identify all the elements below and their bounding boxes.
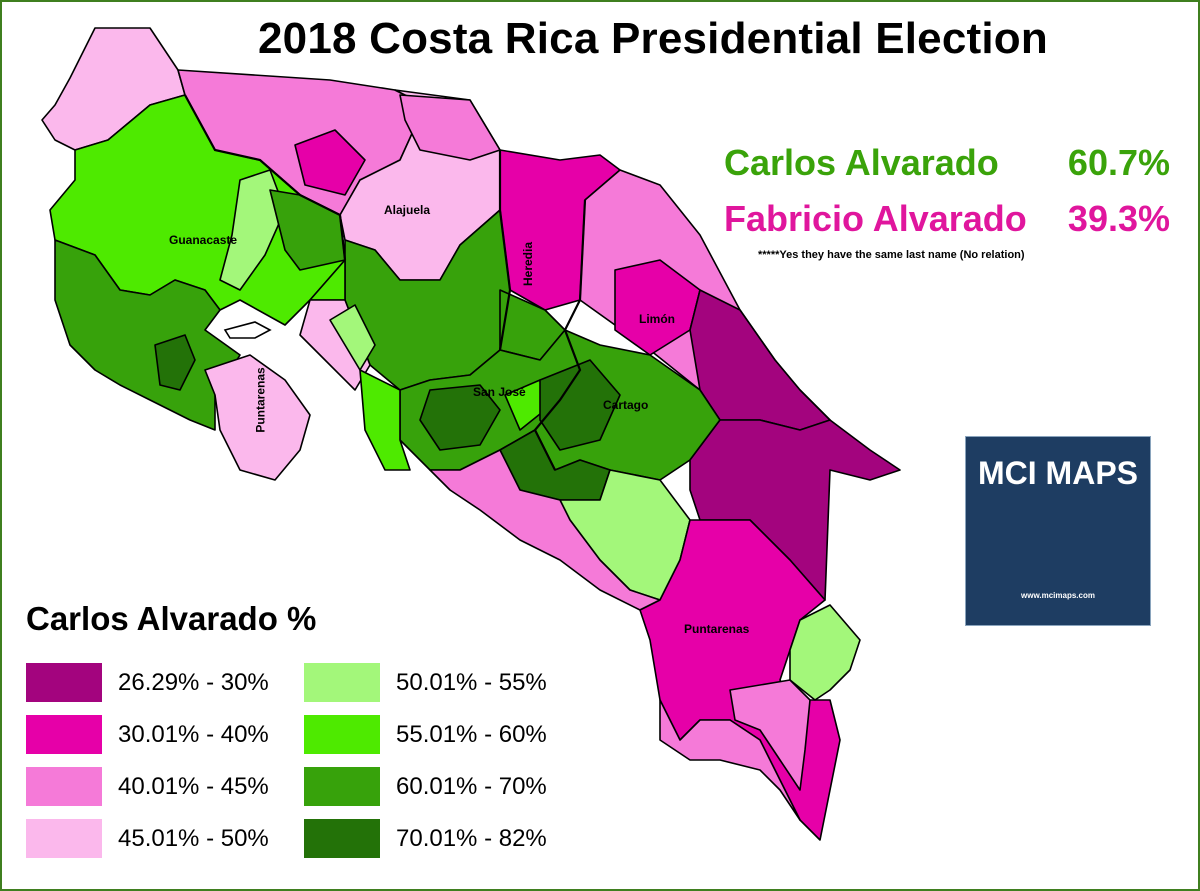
canton-coto-brus (789, 604, 861, 701)
island-chira (223, 321, 272, 339)
legend-swatch (26, 715, 102, 754)
label-alajuela: Alajuela (384, 203, 431, 217)
label-limon: Limón (639, 312, 675, 326)
canton-cartago-dark (539, 359, 621, 451)
canton-nicoya-dark (154, 334, 196, 391)
legend-swatch (304, 819, 380, 858)
border-heredia-east (564, 199, 587, 331)
canton-osa-pink (659, 699, 801, 821)
label-guanacaste: Guanacaste (169, 233, 238, 247)
legend-swatch (304, 715, 380, 754)
label-puntarenas-south: Puntarenas (684, 622, 750, 636)
border-heredia-west (498, 150, 512, 351)
legend-label: 55.01% - 60% (396, 721, 547, 748)
page-title: 2018 Costa Rica Presidential Election (258, 14, 1048, 63)
legend-title: Carlos Alvarado % (26, 600, 317, 637)
border-guanacaste (184, 94, 347, 261)
result-fabricio-name: Fabricio Alvarado (724, 198, 1027, 239)
canton-puriscal (359, 369, 411, 471)
label-puntarenas-north: Puntarenas (253, 367, 268, 433)
legend-label: 70.01% - 82% (396, 825, 547, 852)
label-cartago: Cartago (603, 398, 649, 412)
logo-url: www.mcimaps.com (1021, 591, 1095, 600)
footnote: *****Yes they have the same last name (N… (758, 249, 1025, 261)
result-carlos: Carlos Alvarado 60.7% (724, 142, 1170, 184)
result-carlos-percent: 60.7% (1067, 142, 1170, 183)
legend-label: 40.01% - 45% (118, 773, 269, 800)
canton-alajuela-dark (294, 129, 366, 196)
label-heredia: Heredia (521, 241, 536, 287)
canton-guanacaste-light (219, 169, 286, 291)
legend-label: 30.01% - 40% (118, 721, 269, 748)
canton-quepos (429, 449, 661, 611)
legend-swatch (26, 663, 102, 702)
legend-swatch (304, 767, 380, 806)
canton-san-carlos (399, 94, 501, 161)
result-fabricio: Fabricio Alvarado 39.3% (724, 198, 1170, 240)
legend-label: 45.01% - 50% (118, 825, 269, 852)
mci-maps-logo: MCI MAPS (965, 436, 1151, 626)
legend-label: 60.01% - 70% (396, 773, 547, 800)
canton-san-jose-dark (419, 384, 501, 451)
label-san-jose: San José (473, 385, 526, 399)
canton-corredores-pink (729, 679, 811, 791)
legend-swatch (26, 767, 102, 806)
logo-title: MCI MAPS (978, 455, 1138, 491)
legend-swatch (26, 819, 102, 858)
result-fabricio-percent: 39.3% (1067, 198, 1170, 239)
legend-label: 50.01% - 55% (396, 669, 547, 696)
border-sj-cartago (533, 329, 582, 471)
legend-label: 26.29% - 30% (118, 669, 269, 696)
canton-puntarenas-tip (204, 354, 311, 481)
legend-swatch (304, 663, 380, 702)
canton-orotina (329, 304, 376, 371)
result-carlos-name: Carlos Alvarado (724, 142, 999, 183)
